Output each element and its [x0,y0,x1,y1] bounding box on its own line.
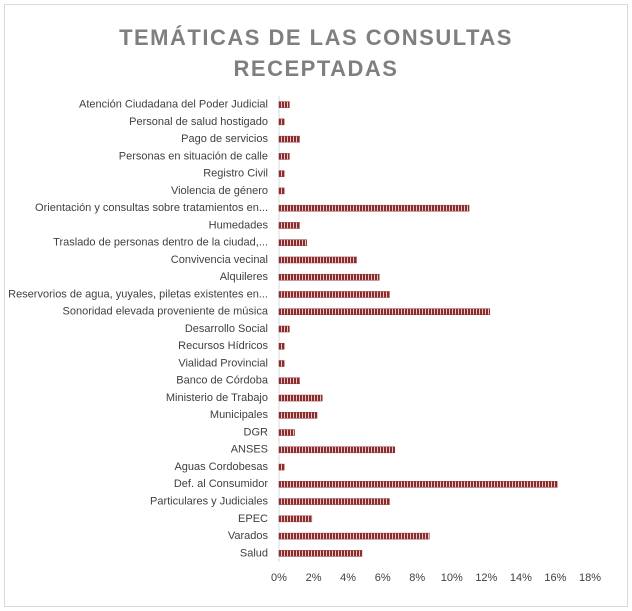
bar [278,412,318,419]
y-tick-label: Registro Civil [203,168,268,180]
bar [278,463,285,471]
y-tick-label: Aguas Cordobesas [174,461,268,473]
y-tick-label: Varados [228,530,269,542]
y-tick-label: Sonoridad elevada proveniente de música [63,306,269,318]
bar [278,204,470,212]
y-tick-label: Def. al Consumidor [174,478,268,490]
y-tick-label: DGR [244,426,269,438]
y-tick-label: Vialidad Provincial [178,357,268,369]
bar [278,360,285,367]
bar [278,394,323,402]
bar [278,256,357,264]
y-tick-label: Salud [240,547,268,559]
bar [278,153,290,160]
y-tick-label: ANSES [231,444,268,456]
bar [278,170,285,177]
y-tick-label: Personal de salud hostigado [129,116,268,128]
y-tick-label: Desarrollo Social [185,323,268,335]
y-tick-label: Recursos Hídricos [178,340,268,352]
y-tick-label: Banco de Córdoba [176,375,269,387]
y-tick-label: Violencia de género [171,185,268,197]
y-tick-label: Convivencia vecinal [171,254,268,266]
y-tick-label: Humedades [209,219,269,231]
bar [278,222,300,229]
bar [278,498,390,505]
x-tick-label: 2% [306,572,322,584]
chart-title: TEMÁTICAS DE LAS CONSULTAS RECEPTADAS [119,25,513,81]
y-tick-label: Municipales [210,409,269,421]
x-tick-label: 16% [544,572,566,584]
x-tick-label: 6% [375,572,391,584]
bar [278,308,491,315]
bar [278,325,290,333]
y-tick-label: Particulares y Judiciales [150,495,268,507]
y-tick-label: Orientación y consultas sobre tratamient… [35,202,268,214]
bar [278,135,300,143]
bar [278,481,558,488]
x-tick-label: 0% [271,572,287,584]
x-tick-label: 10% [441,572,463,584]
bar [278,101,290,108]
chart-border [4,4,628,607]
bar [278,291,390,298]
y-tick-label: Pago de servicios [181,133,268,145]
y-tick-label: Alquileres [220,271,269,283]
y-tick-label: Traslado de personas dentro de la ciudad… [53,237,268,249]
bar [278,532,430,540]
bar [278,377,300,385]
x-tick-label: 4% [340,572,356,584]
y-tick-label: Reservorios de agua, yuyales, piletas ex… [8,288,268,300]
y-tick-label: Ministerio de Trabajo [166,392,268,404]
bar [278,550,363,557]
bar [278,273,380,281]
bar [278,343,285,350]
x-tick-label: 12% [475,572,497,584]
bar [278,429,295,436]
bar [278,446,396,454]
bar [278,239,307,246]
y-tick-label: Personas en situación de calle [119,150,268,162]
bar [278,118,285,126]
x-tick-label: 8% [409,572,425,584]
x-tick-label: 18% [579,572,601,584]
bar [278,187,285,195]
x-tick-label: 14% [510,572,532,584]
y-tick-label: EPEC [238,513,268,525]
y-tick-label: Atención Ciudadana del Poder Judicial [79,99,268,111]
bar [278,515,313,523]
